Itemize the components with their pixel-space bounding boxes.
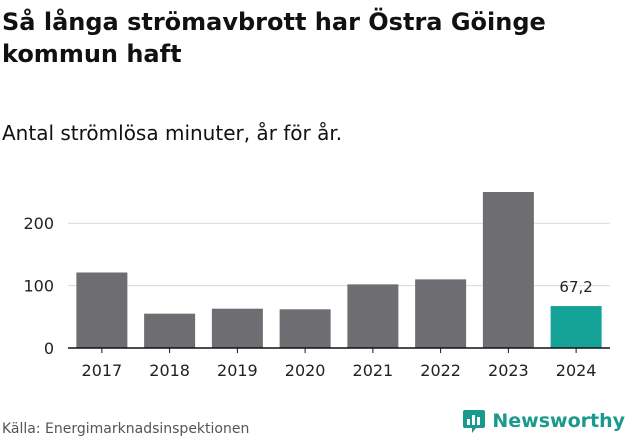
bar-2023: [482, 192, 534, 348]
chart-subtitle: Antal strömlösa minuter, år för år.: [2, 121, 343, 145]
x-tick-label: 2021: [353, 361, 394, 380]
bar-2022: [415, 279, 467, 348]
y-tick-label: 0: [44, 339, 54, 358]
y-tick-label: 200: [23, 214, 54, 233]
brand-logo: Newsworthy: [462, 408, 625, 434]
source-note: Källa: Energimarknadsinspektionen: [2, 421, 250, 437]
x-tick-label: 2020: [285, 361, 326, 380]
bar-2017: [76, 272, 128, 348]
newsworthy-logo-icon: [463, 410, 486, 433]
bar-2018: [144, 313, 196, 348]
x-tick-label: 2024: [556, 361, 597, 380]
data-label: 67,2: [559, 278, 592, 296]
x-tick-label: 2019: [217, 361, 258, 380]
x-tick-label: 2023: [488, 361, 529, 380]
x-tick-label: 2022: [420, 361, 461, 380]
brand-name: Newsworthy: [492, 410, 625, 432]
bar-2024: [550, 306, 602, 348]
bar-2019: [211, 308, 263, 348]
x-tick-label: 2018: [149, 361, 190, 380]
bar-2021: [347, 284, 399, 348]
x-tick-label: 2017: [82, 361, 123, 380]
bar-2020: [279, 309, 331, 348]
chart-title: Så långa strömavbrott har Östra Göinge k…: [2, 8, 546, 68]
y-tick-label: 100: [23, 277, 54, 296]
